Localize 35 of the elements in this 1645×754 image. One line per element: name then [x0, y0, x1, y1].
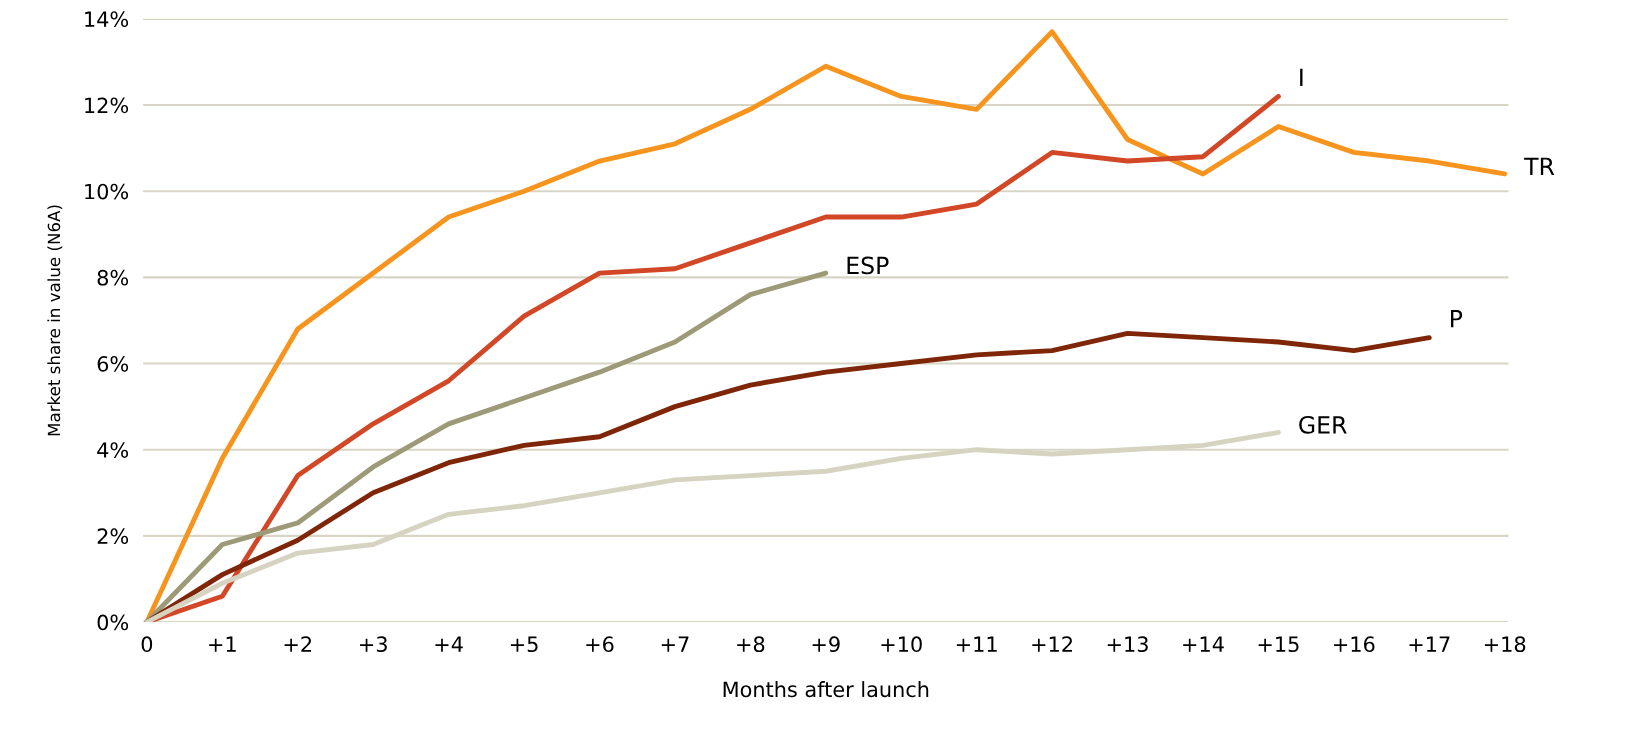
- x-tick-label: +10: [881, 636, 922, 653]
- y-tick-label: 12%: [85, 97, 129, 114]
- y-tick-label: 0%: [97, 614, 129, 631]
- x-tick-label: +6: [586, 636, 614, 653]
- x-tick-label: +7: [661, 636, 689, 652]
- y-tick-label: 6%: [97, 355, 129, 372]
- x-tick-label: +11: [956, 636, 997, 652]
- x-tick-label: 0: [141, 636, 153, 653]
- x-tick-label: +17: [1409, 636, 1450, 652]
- series-label: ESP: [847, 256, 889, 275]
- x-tick-label: +2: [284, 636, 312, 652]
- x-tick-label: +12: [1032, 636, 1072, 652]
- series-label: GER: [1299, 415, 1347, 434]
- x-tick-label: +5: [510, 636, 538, 653]
- x-tick-label: +15: [1258, 636, 1299, 653]
- y-tick-label: 2%: [97, 528, 129, 545]
- y-axis-title: Market share in value (N6A): [47, 205, 63, 436]
- x-tick-label: +4: [435, 636, 463, 652]
- x-tick-label: +1: [209, 636, 236, 652]
- series-label: TR: [1524, 157, 1555, 175]
- x-tick-label: +3: [360, 636, 387, 653]
- x-tick-label: +8: [737, 636, 765, 653]
- x-tick-label: +18: [1484, 636, 1526, 653]
- x-tick-label: +16: [1334, 636, 1375, 653]
- y-tick-label: 14%: [85, 11, 129, 28]
- x-tick-label: +14: [1183, 636, 1224, 652]
- y-tick-label: 8%: [97, 269, 129, 286]
- series-label: P: [1451, 310, 1463, 328]
- series-label: I: [1300, 68, 1303, 86]
- y-tick-label: 10%: [85, 183, 129, 200]
- x-axis-title: Months after launch: [723, 681, 929, 698]
- y-tick-label: 4%: [97, 442, 129, 458]
- x-tick-label: +9: [812, 636, 840, 653]
- x-tick-label: +13: [1107, 636, 1148, 653]
- line-series: [144, 29, 1508, 623]
